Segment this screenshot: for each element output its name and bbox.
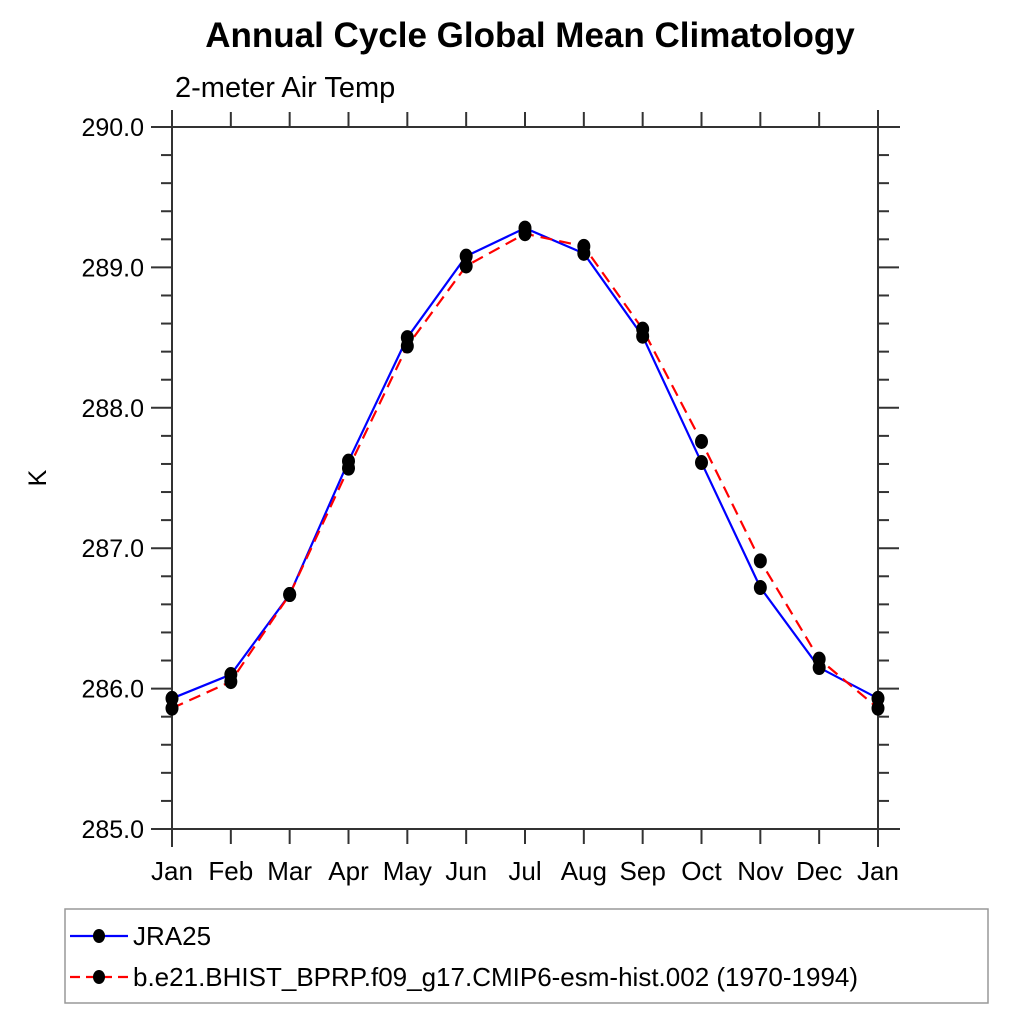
x-tick-labels: Jan Feb Mar Apr May Jun Jul Aug Sep Oct Nov Dec Jan <box>151 856 899 886</box>
legend-label-jra25: JRA25 <box>133 921 211 951</box>
x-tick-label: Oct <box>681 856 722 886</box>
legend-box <box>64 908 989 1004</box>
legend-label-model: b.e21.BHIST_BPRP.f09_g17.CMIP6-esm-hist.… <box>133 962 858 992</box>
x-tick-label: Feb <box>208 856 253 886</box>
y-axis-title: K <box>24 469 52 486</box>
y-tick-labels: 285.0 286.0 287.0 288.0 289.0 290.0 <box>81 114 144 844</box>
y-tick-label: 287.0 <box>81 535 144 563</box>
data-point <box>695 455 708 471</box>
x-tick-label: Nov <box>737 856 783 886</box>
y-tick-label: 289.0 <box>81 254 144 282</box>
x-tick-label: May <box>383 856 432 886</box>
x-tick-label: Sep <box>620 856 666 886</box>
data-point <box>224 674 238 690</box>
x-tick-label: Jul <box>508 856 541 886</box>
chart-subtitle: 2-meter Air Temp <box>175 72 395 104</box>
x-tick-label: Aug <box>561 856 607 886</box>
data-point <box>459 258 473 274</box>
x-tick-label: Jan <box>151 856 193 886</box>
y-tick-label: 290.0 <box>81 114 144 142</box>
series-lines <box>171 226 879 710</box>
data-point <box>342 460 355 476</box>
data-point <box>753 580 767 596</box>
data-point <box>283 587 297 603</box>
data-point <box>871 700 885 716</box>
data-point <box>400 338 414 354</box>
x-tick-label: Jan <box>857 856 899 886</box>
plot-frame <box>155 110 900 847</box>
series-markers <box>165 220 885 716</box>
x-tick-label: Jun <box>445 856 487 886</box>
x-tick-label: Apr <box>328 856 369 886</box>
y-tick-label: 285.0 <box>81 816 144 844</box>
y-tick-label: 286.0 <box>81 676 144 704</box>
data-point <box>812 651 826 667</box>
axis-ticks <box>151 112 899 844</box>
x-tick-label: Mar <box>267 856 312 886</box>
legend-marker-sample-0 <box>93 929 105 943</box>
legend: JRA25 b.e21.BHIST_BPRP.f09_g17.CMIP6-esm… <box>64 908 989 1004</box>
legend-marker-sample-1 <box>93 970 105 984</box>
data-point <box>695 433 708 449</box>
data-point <box>577 238 591 254</box>
y-tick-label: 288.0 <box>81 395 144 423</box>
series-line-1 <box>171 232 879 710</box>
legend-samples <box>70 929 128 984</box>
data-point <box>636 321 650 337</box>
data-point <box>165 700 179 716</box>
x-tick-label: Dec <box>796 856 842 886</box>
chart-title: Annual Cycle Global Mean Climatology <box>205 16 855 55</box>
data-point <box>518 226 532 242</box>
series-line-0 <box>171 226 879 700</box>
data-point <box>753 553 767 569</box>
